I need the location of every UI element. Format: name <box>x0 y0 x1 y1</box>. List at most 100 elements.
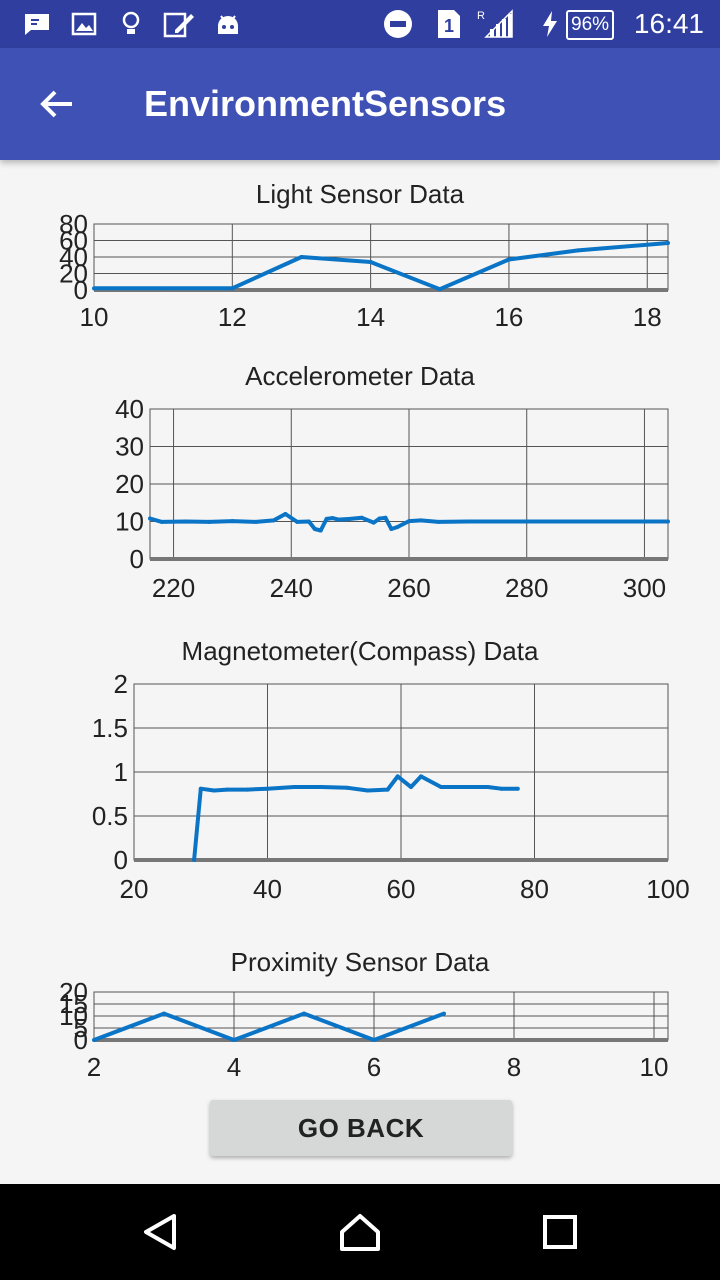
data-point <box>359 515 364 520</box>
data-point <box>318 528 323 533</box>
x-tick-label: 220 <box>152 573 195 603</box>
accelerometer-chart: 0 10 20 30 40 220 240 260 280 300 <box>115 394 670 603</box>
data-point <box>442 1011 446 1016</box>
x-tick-label: 60 <box>387 874 416 904</box>
x-tick-label: 240 <box>270 573 313 603</box>
image-icon <box>70 10 98 38</box>
data-point <box>389 527 394 531</box>
data-point <box>271 518 276 523</box>
data-point <box>377 516 382 521</box>
magnetometer-chart: 0 0.5 1 1.5 2 20 40 60 80 100 <box>92 669 690 904</box>
data-point <box>576 248 581 253</box>
series-line <box>94 241 669 292</box>
android-icon <box>214 10 242 38</box>
y-tick-label: 0 <box>74 1025 88 1055</box>
data-point <box>162 1011 166 1016</box>
y-tick-label: 30 <box>115 432 144 462</box>
data-point <box>383 515 388 520</box>
x-tick-label: 80 <box>520 874 549 904</box>
y-tick-label: 10 <box>115 507 144 537</box>
x-tick-label: 100 <box>646 874 689 904</box>
data-point <box>348 516 353 521</box>
data-point <box>372 1038 376 1042</box>
data-point <box>524 519 529 524</box>
y-tick-label: 1.5 <box>92 713 128 743</box>
data-point <box>253 519 258 524</box>
navigation-bar <box>0 1184 720 1280</box>
nav-home-button[interactable] <box>330 1208 390 1256</box>
y-tick-label: 80 <box>59 209 88 239</box>
sim-icon: 1 <box>434 10 464 38</box>
data-point <box>161 286 166 291</box>
x-tick-label: 14 <box>356 302 385 332</box>
accelerometer-chart-title: Accelerometer Data <box>245 361 475 391</box>
dnd-icon <box>382 10 414 38</box>
data-point <box>265 786 270 791</box>
data-point <box>212 788 217 793</box>
y-tick-label: 5 <box>74 1013 88 1043</box>
y-tick-label: 1 <box>114 757 128 787</box>
app-title: EnvironmentSensors <box>144 83 507 124</box>
data-point <box>302 1011 306 1016</box>
nav-home-icon <box>340 1214 380 1251</box>
clock: 16:41 <box>633 8 704 39</box>
x-tick-label: 10 <box>80 302 109 332</box>
data-point <box>183 519 188 524</box>
nav-back-button[interactable] <box>130 1208 190 1256</box>
charging-icon <box>538 10 562 38</box>
x-tick-label: 20 <box>120 874 149 904</box>
data-point <box>666 240 670 245</box>
x-tick-label: 300 <box>623 573 666 603</box>
data-point <box>92 1038 96 1042</box>
data-point <box>485 784 490 789</box>
data-point <box>92 286 96 291</box>
x-tick-label: 8 <box>507 1052 521 1082</box>
arrow-back-icon <box>40 90 72 118</box>
go-back-button[interactable]: GO BACK <box>210 1100 512 1156</box>
series-line <box>149 512 668 533</box>
magnetometer-chart-title: Magnetometer(Compass) Data <box>181 636 539 666</box>
app-bar: EnvironmentSensors <box>0 48 720 160</box>
data-point <box>395 774 400 779</box>
y-tick-label: 40 <box>115 394 144 424</box>
y-tick-label: 0 <box>130 544 144 574</box>
data-point <box>368 259 373 264</box>
data-point <box>225 787 230 792</box>
data-point <box>159 519 164 524</box>
y-tick-label: 15 <box>59 989 88 1019</box>
svg-text:1: 1 <box>444 16 454 36</box>
data-point <box>385 787 390 792</box>
y-tick-label: 0.5 <box>92 801 128 831</box>
data-point <box>312 527 317 531</box>
data-point <box>499 786 504 791</box>
data-point <box>295 519 300 524</box>
series-line <box>192 774 518 861</box>
nav-recents-button[interactable] <box>530 1208 590 1256</box>
data-point <box>198 786 203 791</box>
data-point <box>336 517 341 522</box>
data-point <box>365 788 370 793</box>
bulb-icon <box>118 10 144 38</box>
data-point <box>515 786 520 791</box>
back-button[interactable] <box>24 80 88 128</box>
battery-icon: 96% <box>566 10 615 40</box>
nav-back-icon <box>144 1214 176 1250</box>
data-point <box>418 518 423 523</box>
y-tick-label: 2 <box>114 669 128 699</box>
data-point <box>407 519 411 524</box>
x-tick-label: 12 <box>218 302 247 332</box>
data-point <box>230 519 235 524</box>
x-tick-label: 18 <box>633 302 662 332</box>
data-point <box>642 519 647 524</box>
x-tick-label: 6 <box>367 1052 381 1082</box>
data-point <box>395 525 400 530</box>
data-point <box>306 519 311 524</box>
nav-recents-icon <box>543 1215 577 1249</box>
data-point <box>283 512 288 516</box>
data-point <box>419 774 424 779</box>
x-tick-label: 280 <box>505 573 548 603</box>
data-point <box>465 519 470 524</box>
signal-icon: R <box>476 9 516 38</box>
data-point <box>230 286 235 291</box>
